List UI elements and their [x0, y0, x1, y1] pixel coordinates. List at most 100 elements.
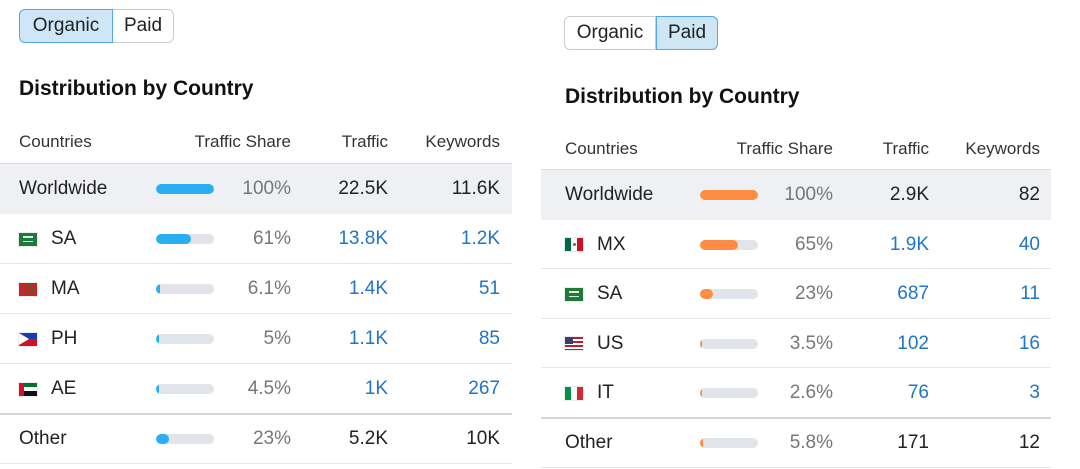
row-divider [541, 317, 1051, 319]
traffic-share-value: 3.5% [789, 332, 833, 354]
traffic-share-value: 6.1% [247, 278, 291, 299]
saudi-arabia-flag-icon [19, 232, 37, 246]
country-cell[interactable]: US [565, 333, 623, 355]
traffic-value: 22.5K [338, 178, 388, 199]
row-divider [541, 268, 1051, 270]
traffic-value[interactable]: 1.4K [348, 278, 388, 299]
table-row[interactable]: AE 4.5% 1K 267 [0, 364, 512, 414]
country-name: AE [51, 378, 77, 399]
traffic-value: 2.9K [889, 184, 929, 205]
keywords-value[interactable]: 11 [1020, 283, 1040, 305]
table-row[interactable]: SA 23% 687 11 [541, 269, 1051, 319]
keywords-value[interactable]: 1.2K [460, 228, 500, 249]
column-header-traffic-share[interactable]: Traffic Share [736, 139, 833, 158]
traffic-share-bar-fill [700, 338, 702, 349]
row-divider [0, 263, 512, 264]
row-divider [0, 463, 512, 464]
traffic-share-bar-fill [156, 234, 191, 244]
organic-toggle-button[interactable]: Organic [564, 16, 656, 50]
keywords-value: 10K [466, 428, 500, 449]
country-cell[interactable]: PH [19, 328, 77, 350]
traffic-share-bar-fill [700, 239, 738, 250]
keywords-value[interactable]: 40 [1018, 233, 1040, 255]
traffic-share-bar-fill [700, 190, 758, 200]
column-header-keywords[interactable]: Keywords [425, 132, 500, 151]
keywords-value[interactable]: 16 [1018, 332, 1040, 354]
country-cell[interactable]: MA [19, 278, 80, 300]
column-header-traffic[interactable]: Traffic [341, 132, 388, 151]
country-cell[interactable]: IT [565, 382, 614, 404]
traffic-value[interactable]: 102 [897, 332, 929, 354]
keywords-value[interactable]: 267 [468, 378, 500, 399]
traffic-share-bar [156, 384, 214, 394]
country-cell: Other [19, 428, 67, 450]
keywords-value[interactable]: 3 [1029, 382, 1040, 404]
country-name: SA [597, 283, 623, 305]
traffic-value[interactable]: 687 [897, 283, 929, 305]
country-cell[interactable]: AE [19, 378, 76, 400]
traffic-share-value: 100% [784, 184, 833, 205]
traffic-share-bar [700, 388, 758, 399]
country-name: Worldwide [19, 178, 108, 199]
paid-toggle-button[interactable]: Paid [656, 16, 718, 50]
column-header-traffic-share[interactable]: Traffic Share [194, 132, 291, 151]
traffic-share-bar-fill [156, 384, 159, 394]
traffic-share-value: 5.8% [789, 432, 833, 453]
traffic-share-bar [700, 239, 758, 250]
mexico-flag-icon [565, 238, 583, 252]
traffic-share-bar [156, 234, 214, 244]
traffic-share-bar [156, 334, 214, 344]
paid-toggle-button[interactable]: Paid [113, 9, 174, 43]
keywords-value[interactable]: 51 [478, 278, 500, 299]
traffic-share-bar [156, 184, 214, 194]
country-cell[interactable]: MX [565, 234, 626, 256]
keywords-value: 11.6K [451, 178, 500, 199]
country-name: Other [19, 428, 67, 449]
traffic-value[interactable]: 76 [907, 382, 929, 404]
traffic-share-bar-fill [700, 388, 702, 399]
morocco-flag-icon [19, 282, 37, 296]
other-divider [0, 413, 512, 415]
traffic-share-bar-fill [156, 334, 159, 344]
country-name: Worldwide [565, 184, 654, 205]
row-divider [0, 313, 512, 314]
row-divider [0, 363, 512, 364]
table-row[interactable]: PH 5% 1.1K 85 [0, 314, 512, 364]
country-cell: Worldwide [565, 184, 653, 206]
traffic-value[interactable]: 1.9K [889, 233, 929, 255]
traffic-share-value: 100% [242, 178, 291, 199]
saudi-arabia-flag-icon [565, 287, 583, 301]
row-divider [541, 367, 1051, 369]
organic-toggle-button[interactable]: Organic [19, 9, 113, 43]
keywords-value: 82 [1018, 184, 1040, 205]
country-cell[interactable]: SA [19, 228, 76, 250]
traffic-share-bar-fill [700, 438, 703, 448]
country-name: PH [51, 328, 78, 349]
table-row[interactable]: MA 6.1% 1.4K 51 [0, 264, 512, 314]
table-row[interactable]: SA 61% 13.8K 1.2K [0, 214, 512, 264]
country-name: MA [51, 278, 80, 299]
traffic-value[interactable]: 1K [364, 378, 388, 399]
traffic-share-value: 23% [794, 283, 833, 305]
column-header-countries[interactable]: Countries [19, 132, 92, 151]
table-row[interactable]: MX 65% 1.9K 40 [541, 220, 1051, 270]
row-divider [541, 466, 1051, 468]
traffic-share-bar [700, 289, 758, 300]
usa-flag-icon [565, 337, 583, 351]
table-row[interactable]: IT 2.6% 76 3 [541, 368, 1051, 418]
traffic-share-bar [156, 434, 214, 444]
column-header-keywords[interactable]: Keywords [965, 139, 1040, 158]
country-cell[interactable]: SA [565, 283, 622, 305]
traffic-share-bar [700, 438, 758, 448]
traffic-value[interactable]: 1.1K [348, 328, 388, 349]
column-header-traffic[interactable]: Traffic [882, 139, 929, 158]
table-row[interactable]: US 3.5% 102 16 [541, 319, 1051, 369]
traffic-share-bar [700, 338, 758, 349]
traffic-value[interactable]: 13.8K [338, 228, 388, 249]
section-title: Distribution by Country [565, 85, 800, 108]
worldwide-row: Worldwide 100% 2.9K 82 [541, 170, 1051, 220]
keywords-value[interactable]: 85 [478, 328, 500, 349]
column-header-countries[interactable]: Countries [565, 139, 638, 158]
other-divider [541, 417, 1051, 419]
traffic-value: 171 [897, 432, 929, 453]
